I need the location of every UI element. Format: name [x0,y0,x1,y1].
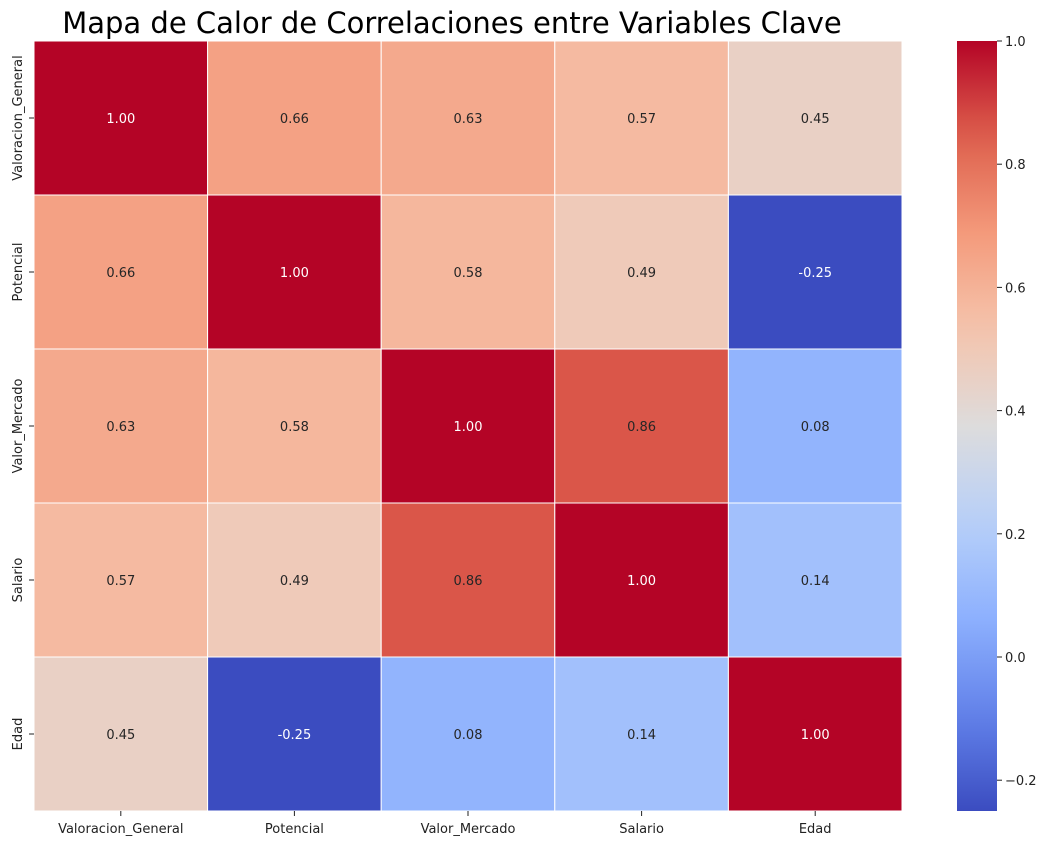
cell-value-label: 0.58 [454,266,483,281]
y-tick-label: Salario [11,558,26,603]
heatmap-cell [207,40,382,196]
heatmap-cell [380,348,556,504]
cell-value-label: 0.57 [106,574,135,589]
cell-value-label: -0.25 [278,728,312,743]
cell-value-label: 0.66 [106,266,135,281]
cell-value-label: 0.14 [801,574,830,589]
heatmap-cell [554,348,729,504]
colorbar-tick-label: 0.2 [1005,528,1026,543]
y-tick-label: Edad [11,718,26,751]
cell-value-label: 0.86 [627,420,656,435]
heatmap-cell [33,40,209,196]
cell-value-label: 0.49 [627,266,656,281]
cell-value-label: 1.00 [454,420,483,435]
y-tick-label: Valoracion_General [11,55,26,180]
heatmap-cell [33,194,209,350]
heatmap-cell [380,656,556,812]
heatmap-cells: 1.00 0.66 0.63 0.57 0.45 0.66 1.00 0.58 0.49 -0.2… [33,40,903,812]
y-tick-label: Potencial [11,242,26,301]
heatmap-cell [727,348,903,504]
heatmap-cell [727,656,903,812]
cell-value-label: 0.45 [801,112,830,127]
cell-value-label: 1.00 [801,728,830,743]
heatmap-cell [207,502,382,658]
y-axis: Valoracion_General Potencial Valor_Mercado… [11,55,34,750]
heatmap-cell [33,656,209,812]
heatmap-cell [207,194,382,350]
colorbar-tick-label: 0.8 [1005,158,1026,173]
heatmap-cell [727,502,903,658]
colorbar-tick-label: 0.6 [1005,281,1026,296]
cell-value-label: 0.08 [454,728,483,743]
x-axis: Valoracion_General Potencial Valor_Mercado… [58,811,832,837]
cell-value-label: 0.14 [627,728,656,743]
x-tick-label: Edad [799,822,832,837]
heatmap-cell [727,40,903,196]
cell-value-label: 0.58 [280,420,309,435]
cell-value-label: 0.63 [106,420,135,435]
cell-value-label: 0.63 [454,112,483,127]
colorbar-tick-label: 0.4 [1005,405,1026,420]
heatmap-cell [380,194,556,350]
chart-title: Mapa de Calor de Correlaciones entre Var… [62,6,842,40]
colorbar-tick-label: 0.0 [1005,651,1026,666]
cell-value-label: 1.00 [106,112,135,127]
heatmap-cell [554,502,729,658]
heatmap-cell [554,40,729,196]
cell-value-label: 1.00 [627,574,656,589]
x-tick-label: Valoracion_General [58,822,183,837]
cell-value-label: 0.45 [106,728,135,743]
cell-value-label: 0.49 [280,574,309,589]
x-tick-label: Salario [619,822,664,837]
colorbar-tick-label: −0.2 [1005,774,1037,789]
cell-value-label: 0.08 [801,420,830,435]
x-tick-label: Potencial [265,822,324,837]
colorbar-gradient [957,41,997,811]
colorbar-tick-label: 1.0 [1005,35,1026,50]
cell-value-label: 1.00 [280,266,309,281]
heatmap-cell [207,348,382,504]
cell-value-label: 0.57 [627,112,656,127]
heatmap-cell [380,502,556,658]
heatmap-cell [727,194,903,350]
x-tick-label: Valor_Mercado [421,822,516,837]
heatmap-cell [380,40,556,196]
y-tick-label: Valor_Mercado [11,379,26,474]
colorbar: −0.2 0.0 0.2 0.4 0.6 0.8 1.0 [957,35,1037,811]
cell-value-label: -0.25 [798,266,832,281]
heatmap-cell [207,656,382,812]
cell-value-label: 0.66 [280,112,309,127]
cell-value-label: 0.86 [454,574,483,589]
